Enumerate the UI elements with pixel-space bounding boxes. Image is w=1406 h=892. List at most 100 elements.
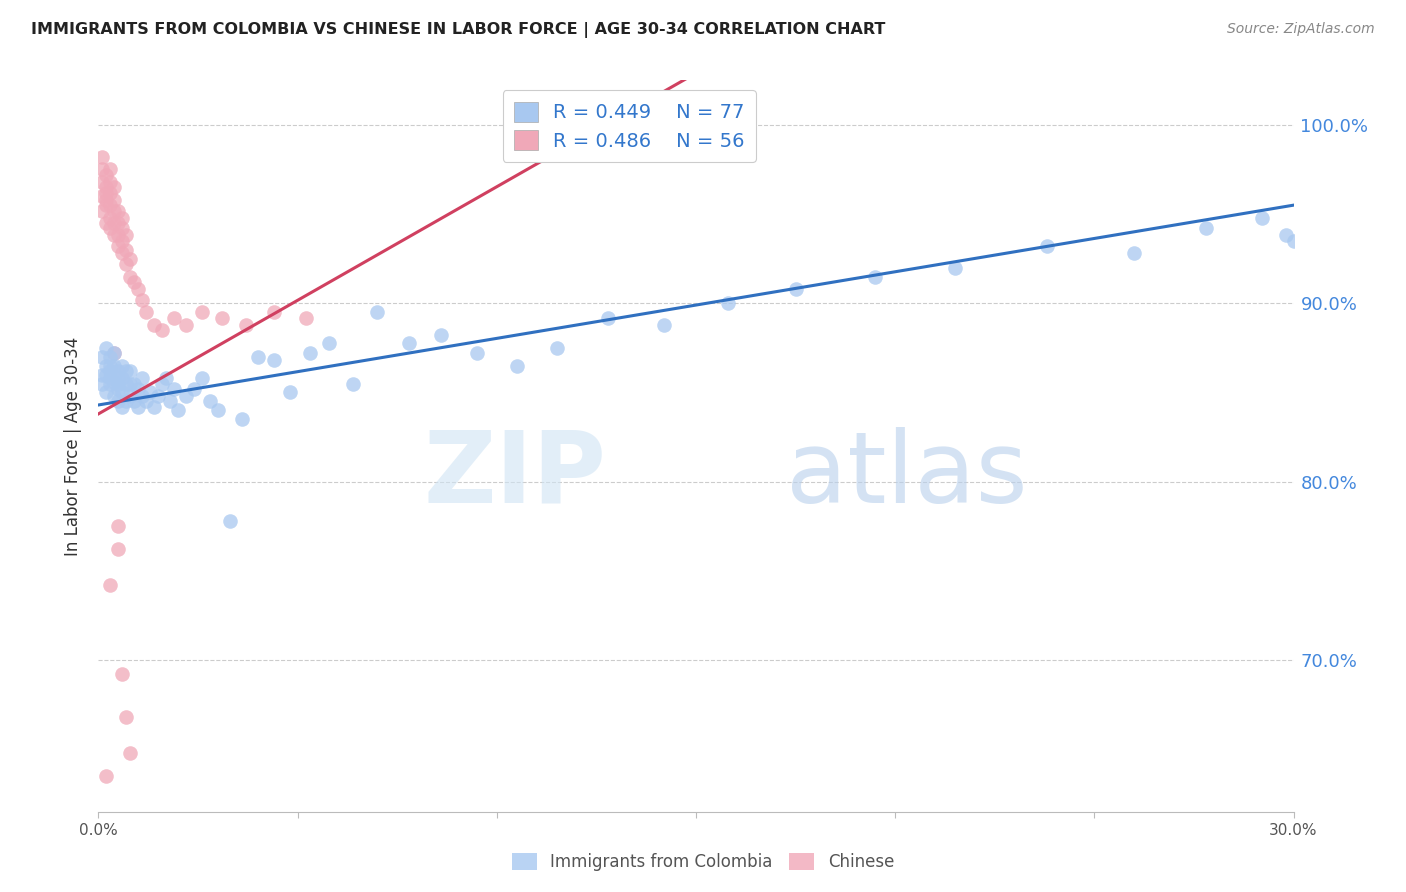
Point [246, 350, 269, 364]
Point [124, 394, 146, 409]
Point [652, 318, 675, 332]
Point [103, 359, 125, 373]
Point [219, 514, 242, 528]
Point [1250, 211, 1272, 225]
Point [1123, 246, 1146, 260]
Point [127, 282, 149, 296]
Point [191, 305, 214, 319]
Point [167, 403, 190, 417]
Point [263, 305, 285, 319]
Text: ZIP: ZIP [423, 426, 606, 524]
Point [155, 371, 177, 385]
Point [96, 193, 118, 207]
Point [98, 221, 122, 235]
Point [107, 239, 129, 253]
Point [107, 382, 129, 396]
Point [198, 394, 221, 409]
Point [235, 318, 257, 332]
Point [1195, 221, 1218, 235]
Point [231, 412, 253, 426]
Point [139, 385, 162, 400]
Point [91, 368, 114, 382]
Point [103, 180, 125, 194]
Point [207, 403, 229, 417]
Point [278, 385, 301, 400]
Point [96, 216, 118, 230]
Point [1035, 239, 1057, 253]
Point [131, 293, 153, 307]
Point [143, 400, 166, 414]
Point [115, 394, 138, 409]
Point [174, 318, 197, 332]
Point [111, 221, 134, 235]
Point [98, 186, 122, 200]
Point [211, 310, 233, 325]
Point [135, 394, 157, 409]
Text: IMMIGRANTS FROM COLOMBIA VS CHINESE IN LABOR FORCE | AGE 30-34 CORRELATION CHART: IMMIGRANTS FROM COLOMBIA VS CHINESE IN L… [31, 22, 886, 38]
Point [115, 243, 138, 257]
Point [107, 216, 129, 230]
Point [465, 346, 488, 360]
Point [91, 150, 114, 164]
Point [120, 746, 142, 760]
Point [865, 269, 887, 284]
Point [107, 542, 129, 557]
Point [111, 246, 134, 260]
Legend: R = 0.449    N = 77, R = 0.486    N = 56: R = 0.449 N = 77, R = 0.486 N = 56 [502, 90, 756, 162]
Point [98, 359, 122, 373]
Point [115, 710, 138, 724]
Point [294, 310, 316, 325]
Point [111, 359, 134, 373]
Point [785, 282, 807, 296]
Point [107, 376, 129, 391]
Point [120, 252, 142, 266]
Point [135, 305, 157, 319]
Point [98, 175, 122, 189]
Point [96, 168, 118, 182]
Point [98, 371, 122, 385]
Point [107, 228, 129, 243]
Point [107, 519, 129, 533]
Point [98, 211, 122, 225]
Text: Source: ZipAtlas.com: Source: ZipAtlas.com [1227, 22, 1375, 37]
Point [107, 364, 129, 378]
Point [91, 162, 114, 177]
Point [124, 275, 146, 289]
Point [1274, 228, 1296, 243]
Point [111, 371, 134, 385]
Point [91, 376, 114, 391]
Point [183, 382, 205, 396]
Point [103, 389, 125, 403]
Point [96, 769, 118, 783]
Point [98, 578, 122, 592]
Point [96, 385, 118, 400]
Point [506, 359, 529, 373]
Point [143, 318, 166, 332]
Point [127, 400, 149, 414]
Point [98, 364, 122, 378]
Point [1282, 234, 1305, 248]
Point [318, 335, 340, 350]
Point [91, 189, 114, 203]
Legend: Immigrants from Colombia, Chinese: Immigrants from Colombia, Chinese [503, 845, 903, 880]
Point [91, 175, 114, 189]
Point [124, 376, 146, 391]
Point [111, 234, 134, 248]
Point [111, 211, 134, 225]
Point [96, 359, 118, 373]
Point [103, 375, 125, 389]
Point [96, 186, 118, 200]
Point [159, 394, 181, 409]
Point [91, 203, 114, 218]
Point [91, 350, 114, 364]
Point [717, 296, 740, 310]
Point [111, 400, 134, 414]
Point [546, 341, 568, 355]
Text: atlas: atlas [786, 426, 1028, 524]
Point [150, 323, 173, 337]
Point [107, 394, 129, 409]
Point [98, 350, 122, 364]
Point [111, 385, 134, 400]
Point [148, 389, 170, 403]
Point [103, 216, 125, 230]
